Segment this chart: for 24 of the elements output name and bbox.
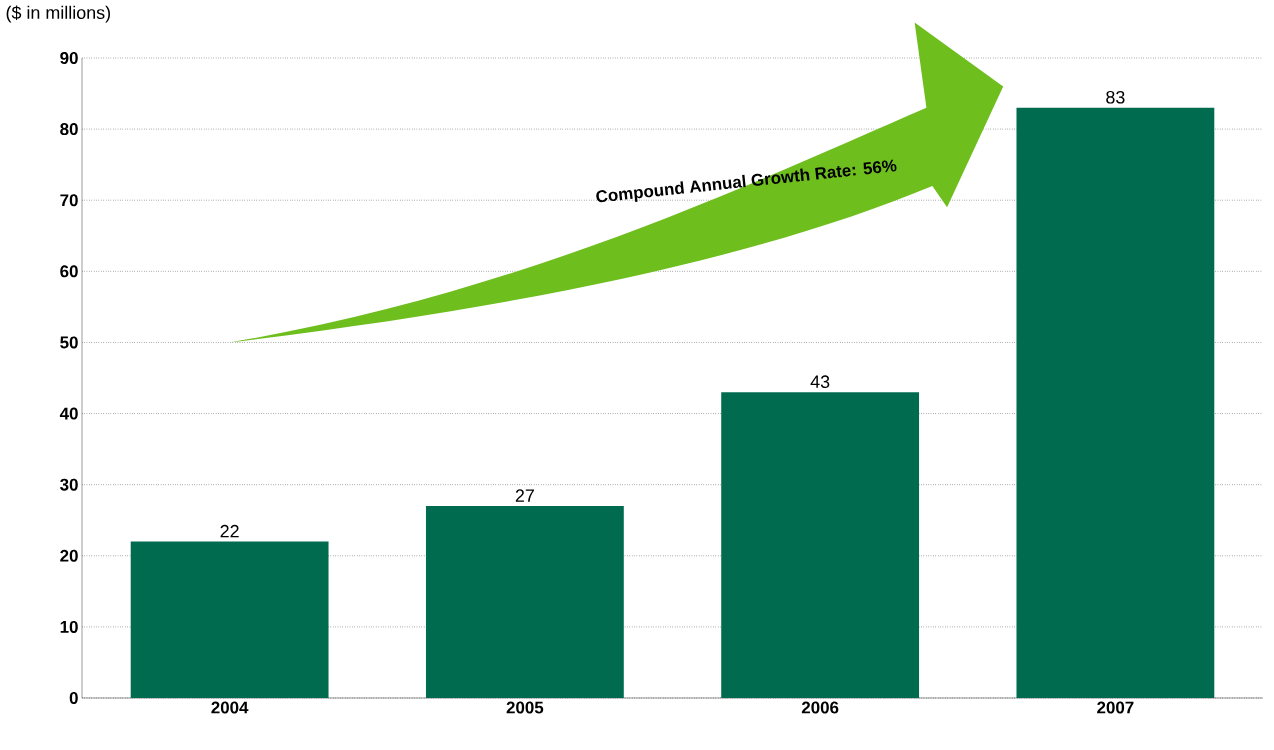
y-tick-label: 0 xyxy=(69,692,78,704)
bar xyxy=(721,392,920,698)
data-label: 83 xyxy=(1106,90,1125,104)
y-tick-label: 10 xyxy=(60,620,78,633)
bar xyxy=(425,506,624,698)
y-tick-label: 50 xyxy=(60,336,78,349)
bar xyxy=(1016,107,1215,698)
data-label: 43 xyxy=(810,375,830,389)
x-tick-label: 2006 xyxy=(801,701,839,714)
y-tick-label: 30 xyxy=(60,478,78,491)
y-tick-label: 70 xyxy=(60,194,78,207)
data-label: 27 xyxy=(515,489,534,502)
y-tick-label: 20 xyxy=(60,549,78,562)
y-tick-label: 60 xyxy=(60,265,78,278)
x-tick-label: 2007 xyxy=(1097,701,1134,714)
x-tick-label: 2005 xyxy=(506,701,544,714)
bar xyxy=(130,541,329,698)
y-axis-title: ($ in millions) xyxy=(6,5,110,23)
x-tick-label: 2004 xyxy=(211,701,249,714)
annotation: Compound Annual Growth Rate: 56% xyxy=(596,159,897,203)
y-tick-label: 90 xyxy=(60,52,78,64)
y-tick-label: 80 xyxy=(60,123,78,136)
y-tick-label: 40 xyxy=(59,407,78,420)
data-label: 22 xyxy=(220,524,239,538)
